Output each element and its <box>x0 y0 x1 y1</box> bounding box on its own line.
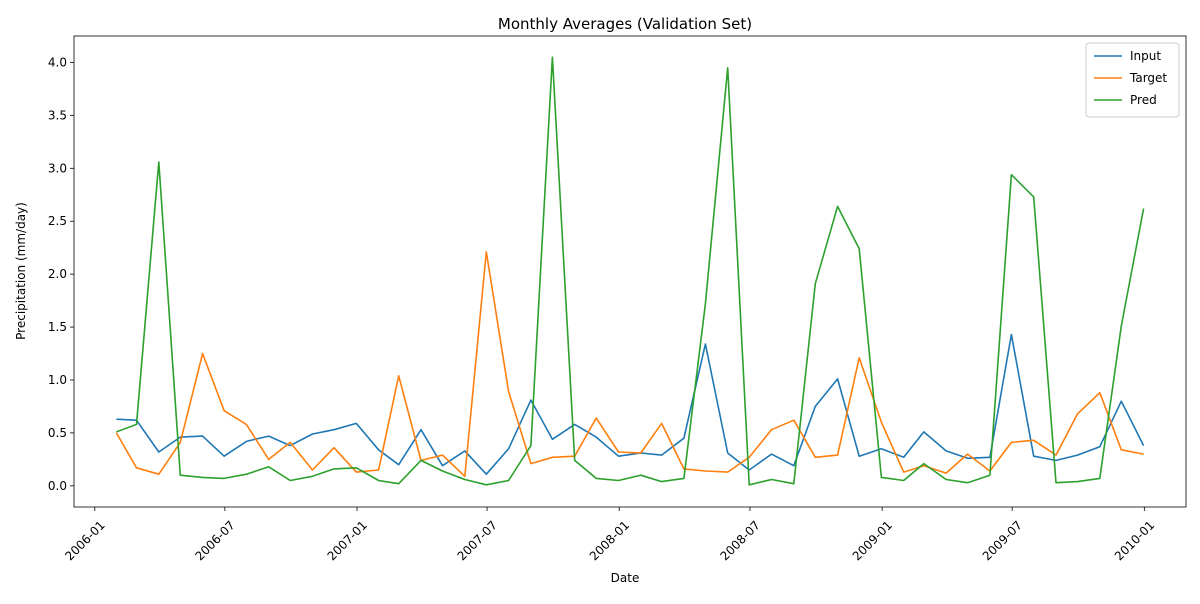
x-axis-label: Date <box>611 571 640 585</box>
y-tick-label: 4.0 <box>48 55 67 69</box>
legend-label-target: Target <box>1129 71 1167 85</box>
y-tick-label: 0.5 <box>48 426 67 440</box>
plot-area <box>73 35 1187 508</box>
y-tick-label: 1.5 <box>48 320 67 334</box>
y-tick-label: 1.0 <box>48 373 67 387</box>
legend: Input Target Pred <box>1085 42 1180 118</box>
series-line-target <box>115 251 1144 478</box>
y-tick-label: 0.0 <box>48 479 67 493</box>
y-tick-label: 3.0 <box>48 161 67 175</box>
plot-frame <box>73 35 1187 508</box>
legend-label-input: Input <box>1130 49 1161 63</box>
y-axis: 0.0 0.5 1.0 1.5 2.0 2.5 3.0 3.5 4.0 <box>48 55 74 493</box>
legend-box <box>1085 42 1180 118</box>
legend-label-pred: Pred <box>1130 93 1157 107</box>
y-axis-label: Precipitation (mm/day) <box>14 202 28 340</box>
series-line-input <box>116 333 1145 476</box>
y-tick-label: 3.5 <box>48 108 67 122</box>
chart-title: Monthly Averages (Validation Set) <box>498 15 752 33</box>
y-tick-label: 2.5 <box>48 214 67 228</box>
series-layer <box>115 56 1145 486</box>
y-tick-label: 2.0 <box>48 267 67 281</box>
series-line-pred <box>116 56 1145 486</box>
